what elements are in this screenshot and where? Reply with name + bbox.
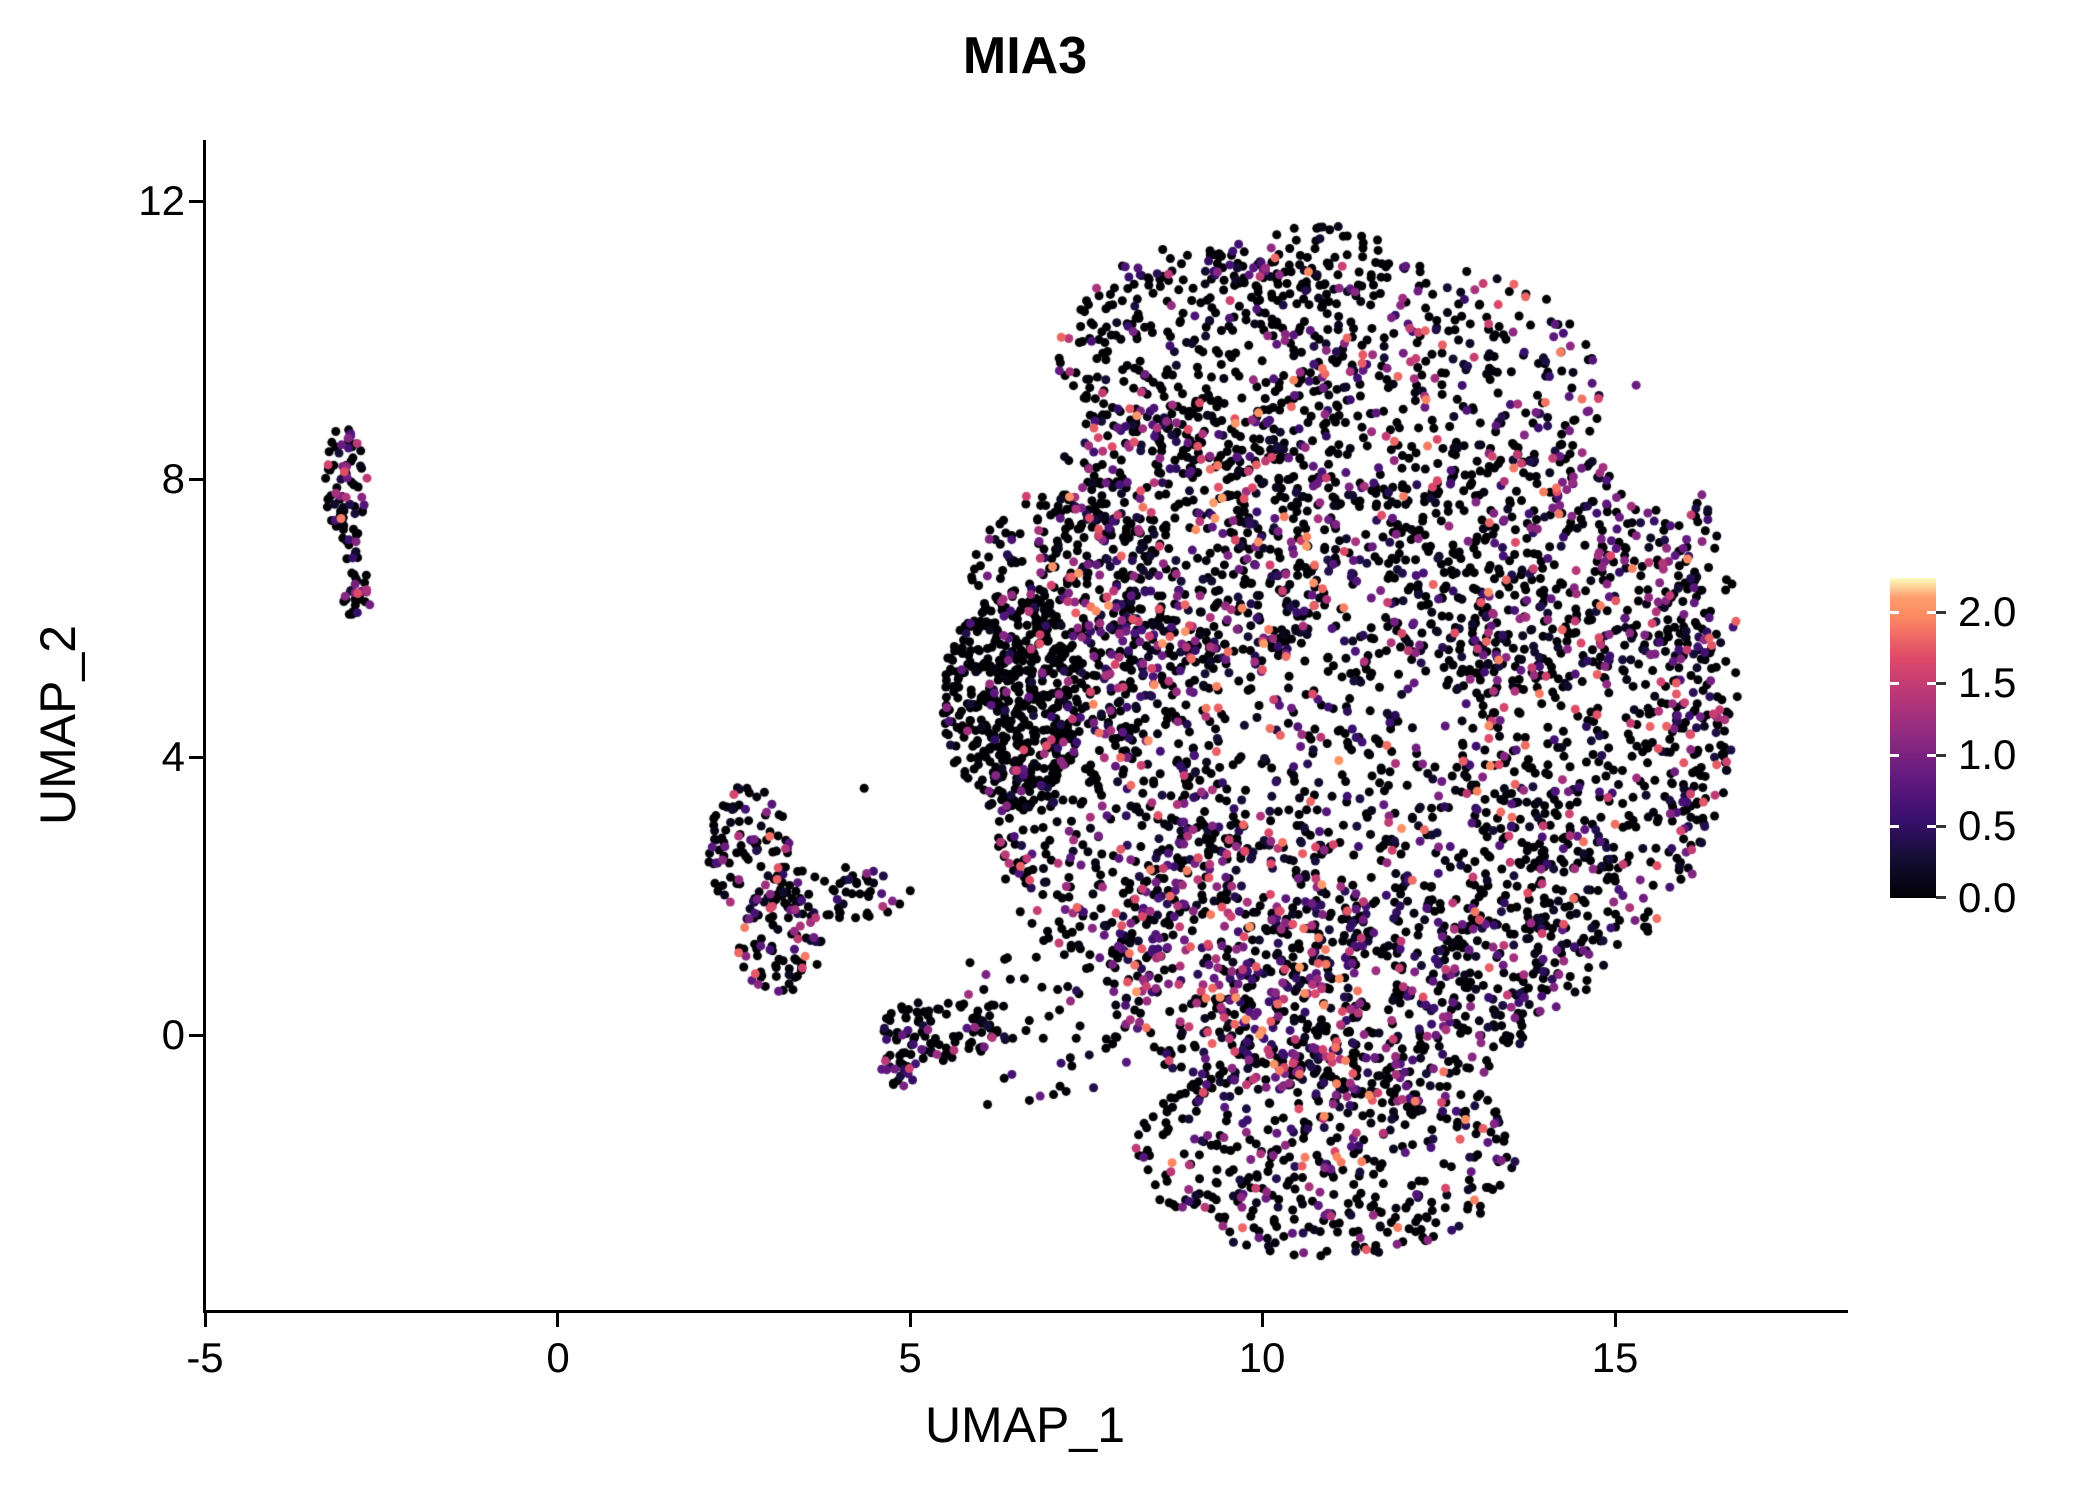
colorbar-inner-tick bbox=[1927, 611, 1936, 614]
x-tick-mark bbox=[556, 1313, 559, 1327]
x-tick-label: 5 bbox=[898, 1334, 922, 1381]
y-tick-mark bbox=[189, 756, 203, 759]
colorbar-inner-tick bbox=[1890, 825, 1899, 828]
y-tick-label: 8 bbox=[161, 455, 185, 502]
y-tick-mark bbox=[189, 1034, 203, 1037]
x-tick-label: 15 bbox=[1591, 1334, 1639, 1381]
x-axis-line bbox=[203, 1310, 1848, 1313]
colorbar-tick-mark bbox=[1936, 611, 1946, 614]
x-tick-label: 0 bbox=[546, 1334, 570, 1381]
y-axis-title: UMAP_2 bbox=[30, 624, 86, 826]
colorbar-inner-tick bbox=[1927, 682, 1936, 685]
colorbar-tick-mark bbox=[1936, 754, 1946, 757]
plot-title: MIA3 bbox=[962, 27, 1088, 85]
colorbar-label: 0.5 bbox=[1958, 802, 2017, 849]
x-tick-mark bbox=[204, 1313, 207, 1327]
y-tick-mark bbox=[189, 478, 203, 481]
colorbar-inner-tick bbox=[1890, 754, 1899, 757]
x-axis-title: UMAP_1 bbox=[924, 1397, 1126, 1453]
y-tick-mark bbox=[189, 200, 203, 203]
x-tick-mark bbox=[1261, 1313, 1264, 1327]
y-axis-line bbox=[203, 140, 206, 1313]
y-tick-label: 0 bbox=[161, 1011, 185, 1058]
colorbar-inner-tick bbox=[1890, 682, 1899, 685]
colorbar-tick-mark bbox=[1936, 896, 1946, 899]
colorbar-gradient bbox=[1890, 578, 1936, 898]
colorbar-inner-tick bbox=[1927, 825, 1936, 828]
colorbar-label: 1.0 bbox=[1958, 731, 2017, 778]
y-tick-label: 12 bbox=[138, 177, 185, 224]
y-tick-label: 4 bbox=[161, 733, 185, 780]
colorbar-label: 0.0 bbox=[1958, 874, 2017, 921]
x-tick-mark bbox=[909, 1313, 912, 1327]
colorbar-tick-mark bbox=[1936, 682, 1946, 685]
colorbar-inner-tick bbox=[1927, 754, 1936, 757]
x-tick-label: 10 bbox=[1238, 1334, 1286, 1381]
colorbar-label: 2.0 bbox=[1958, 588, 2017, 635]
x-tick-label: -5 bbox=[186, 1334, 224, 1381]
colorbar-tick-mark bbox=[1936, 825, 1946, 828]
x-tick-mark bbox=[1614, 1313, 1617, 1327]
colorbar-label: 1.5 bbox=[1958, 659, 2017, 706]
colorbar-inner-tick bbox=[1890, 611, 1899, 614]
